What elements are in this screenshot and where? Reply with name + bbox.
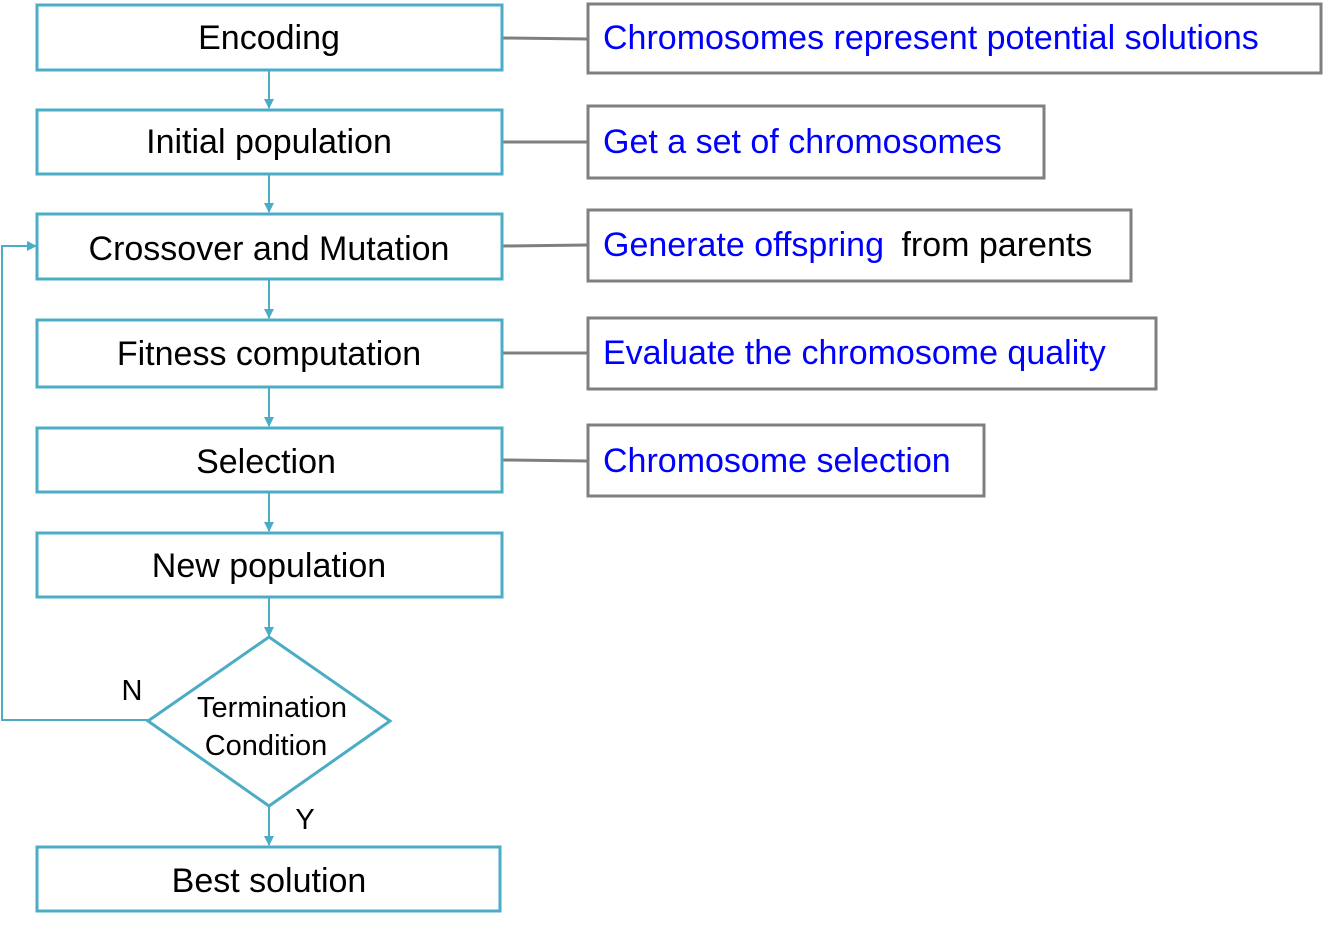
- step-best-solution-label: Best solution: [172, 862, 367, 900]
- step-initial-population: Initial population: [35, 108, 504, 176]
- connector-selection: [502, 458, 589, 463]
- decision-termination-condition: Termination Condition: [145, 635, 393, 808]
- step-best-solution: Best solution: [35, 845, 502, 913]
- note-connectors: [502, 36, 589, 463]
- step-fitness-computation-label: Fitness computation: [117, 335, 421, 373]
- note-encoding-box: [586, 2, 1323, 75]
- note-encoding-text: Chromosomes represent potential solution…: [603, 19, 1259, 57]
- step-initial-population-label: Initial population: [146, 123, 392, 161]
- decision-label-line1: Termination: [197, 692, 347, 724]
- note-encoding-blue: Chromosomes represent potential solution…: [603, 19, 1259, 57]
- step-selection-label: Selection: [196, 443, 336, 481]
- step-crossover-mutation-label: Crossover and Mutation: [89, 230, 450, 268]
- step-selection-box: [35, 426, 504, 494]
- note-selection: Chromosome selection: [586, 423, 986, 498]
- decision-diamond: [145, 635, 393, 808]
- step-crossover-mutation: Crossover and Mutation: [35, 212, 504, 281]
- note-crossover-mutation-box: [586, 208, 1133, 283]
- step-initial-population-box: [35, 108, 504, 176]
- step-selection: Selection: [35, 426, 504, 494]
- step-encoding-label: Encoding: [198, 19, 340, 57]
- connector-encoding: [502, 36, 589, 41]
- note-fitness-computation-text: Evaluate the chromosome quality: [603, 334, 1106, 372]
- note-initial-population-blue: Get a set of chromosomes: [603, 123, 1002, 161]
- note-initial-population-text: Get a set of chromosomes: [603, 123, 1002, 161]
- step-encoding-box: [35, 3, 504, 72]
- decision-label-line2: Condition: [205, 730, 328, 762]
- note-crossover-mutation-blue: Generate offspring: [603, 226, 884, 264]
- connector-crossover-mutation: [502, 243, 589, 248]
- note-initial-population-box: [586, 104, 1046, 180]
- note-fitness-computation-box: [586, 316, 1158, 391]
- note-selection-blue: Chromosome selection: [603, 442, 951, 480]
- note-initial-population: Get a set of chromosomes: [586, 104, 1046, 180]
- note-crossover-mutation: Generate offspring from parents: [586, 208, 1133, 283]
- branch-no-label: N: [122, 675, 143, 707]
- step-new-population-box: [35, 531, 504, 599]
- step-fitness-computation: Fitness computation: [35, 318, 504, 389]
- step-new-population: New population: [35, 531, 504, 599]
- note-encoding: Chromosomes represent potential solution…: [586, 2, 1323, 75]
- note-selection-box: [586, 423, 986, 498]
- step-fitness-computation-box: [35, 318, 504, 389]
- step-crossover-mutation-box: [35, 212, 504, 281]
- flow-arrows: [1, 71, 274, 846]
- arrow-loop-back: [1, 241, 148, 721]
- note-fitness-computation-blue: Evaluate the chromosome quality: [603, 334, 1106, 372]
- step-encoding: Encoding: [35, 3, 504, 72]
- note-fitness-computation: Evaluate the chromosome quality: [586, 316, 1158, 391]
- note-crossover-mutation-black: from parents: [901, 226, 1092, 264]
- step-new-population-label: New population: [152, 547, 386, 585]
- note-selection-text: Chromosome selection: [603, 442, 951, 480]
- branch-yes-label: Y: [295, 804, 314, 836]
- step-best-solution-box: [35, 845, 502, 913]
- note-crossover-mutation-text: Generate offspring from parents: [603, 226, 1092, 264]
